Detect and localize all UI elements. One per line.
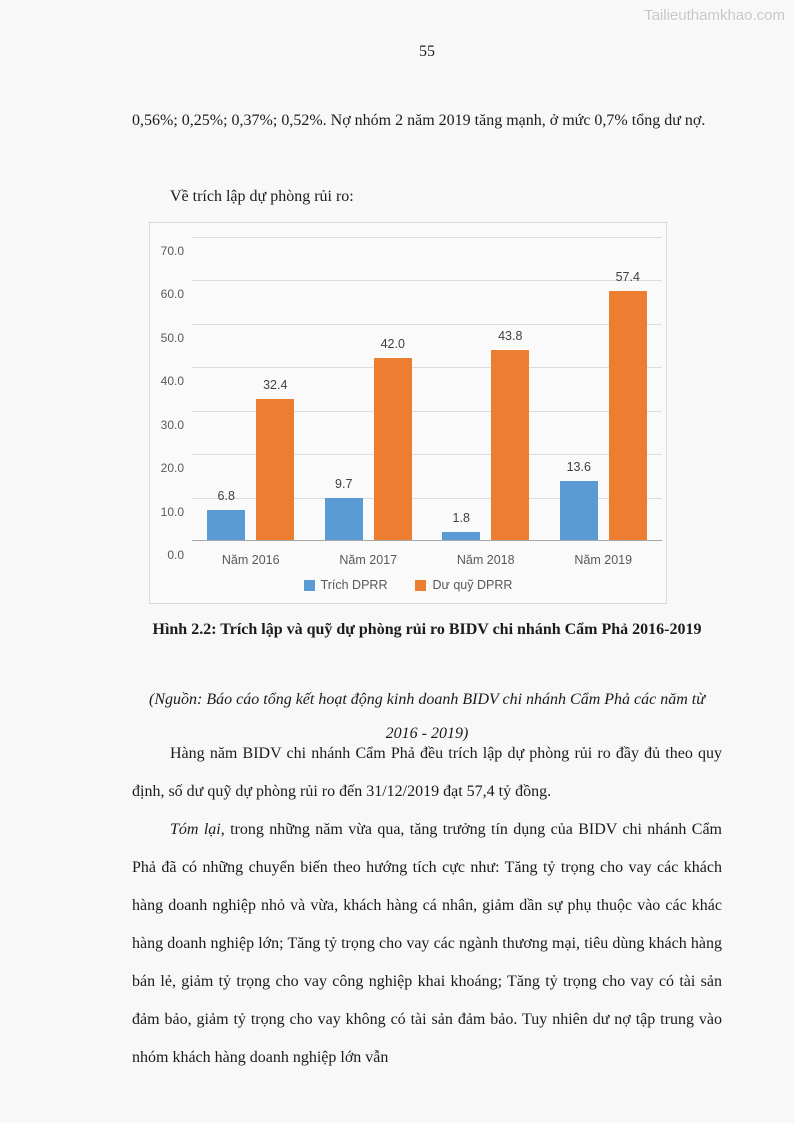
- bar: 1.8: [442, 511, 481, 540]
- legend-label: Dư quỹ DPRR: [432, 578, 513, 592]
- bar: 9.7: [324, 477, 363, 540]
- y-tick-label: 70.0: [160, 244, 184, 258]
- bar-group: 1.8 43.8: [427, 237, 545, 540]
- paragraph-provision-detail: Hàng năm BIDV chi nhánh Cẩm Phả đều tríc…: [132, 745, 722, 800]
- y-tick-label: 10.0: [160, 504, 184, 519]
- bar-group: 9.7 42.0: [310, 237, 428, 540]
- bar-value-label: 1.8: [452, 511, 470, 526]
- y-tick-label: 0.0: [167, 548, 184, 562]
- plot-area: 6.8 32.4 9.7 42.0 1.8 43.8 13.6 57.4: [192, 237, 662, 541]
- page-number: 55: [419, 43, 435, 60]
- paragraph-rest: , trong những năm vừa qua, tăng trưởng t…: [132, 821, 722, 1066]
- legend-item-du-quy-dprr: Dư quỹ DPRR: [415, 578, 512, 592]
- gridline: [192, 497, 662, 499]
- bar-value-label: 57.4: [615, 269, 640, 284]
- bar: 6.8: [207, 489, 246, 540]
- bar: 42.0: [373, 337, 412, 540]
- bar-value-label: 9.7: [335, 476, 353, 491]
- figure-source: (Nguồn: Báo cáo tổng kết hoạt động kinh …: [149, 691, 705, 742]
- y-tick-label: 30.0: [160, 417, 184, 432]
- paragraph-lead: Tóm lại: [170, 821, 221, 838]
- bar-value-label: 6.8: [217, 489, 235, 504]
- x-category-label: Năm 2018: [456, 553, 515, 567]
- chart-legend: Trích DPRR Dư quỹ DPRR: [150, 578, 666, 592]
- figure-caption: Hình 2.2: Trích lập và quỹ dự phòng rủi …: [152, 621, 702, 638]
- gridline: [192, 367, 662, 369]
- bar-value-label: 42.0: [380, 336, 405, 351]
- bar: 43.8: [491, 329, 530, 540]
- paragraph-summary: Tóm lại, trong những năm vừa qua, tăng t…: [132, 811, 722, 1077]
- paragraph-provision-intro: Về trích lập dự phòng rủi ro:: [170, 188, 354, 205]
- bar-value-label: 13.6: [566, 459, 591, 474]
- y-tick-label: 20.0: [160, 461, 184, 476]
- bar-group: 6.8 32.4: [192, 237, 310, 540]
- y-tick-label: 40.0: [160, 374, 184, 389]
- legend-item-trich-dprr: Trích DPRR: [303, 578, 388, 592]
- x-category-label: Năm 2019: [574, 553, 633, 567]
- legend-swatch-orange: [415, 579, 427, 591]
- legend-label: Trích DPRR: [320, 578, 388, 592]
- bar-chart: 0.0 10.0 20.0 30.0 40.0 50.0 60.0 70.0 6.8 32.4 9…: [149, 222, 667, 604]
- x-axis-labels: Năm 2016 Năm 2017 Năm 2018 Năm 2019: [192, 553, 662, 567]
- gridline: [192, 280, 662, 282]
- site-watermark: Tailieuthamkhao.com: [644, 7, 785, 24]
- gridline: [192, 237, 662, 238]
- x-category-label: Năm 2017: [339, 553, 398, 567]
- bar-group: 13.6 57.4: [545, 237, 663, 540]
- bar-value-label: 43.8: [498, 328, 523, 343]
- gridline: [192, 323, 662, 325]
- x-category-label: Năm 2016: [221, 553, 280, 567]
- gridline: [192, 454, 662, 456]
- bar-value-label: 32.4: [263, 378, 288, 393]
- y-axis: 0.0 10.0 20.0 30.0 40.0 50.0 60.0 70.0: [150, 237, 187, 562]
- paragraph-nogroup2: 0,56%; 0,25%; 0,37%; 0,52%. Nợ nhóm 2 nă…: [132, 112, 706, 129]
- bar: 32.4: [256, 378, 295, 540]
- bar-groups: 6.8 32.4 9.7 42.0 1.8 43.8 13.6 57.4: [192, 237, 662, 540]
- bar: 13.6: [559, 460, 598, 540]
- legend-swatch-blue: [303, 579, 315, 591]
- gridline: [192, 410, 662, 412]
- y-tick-label: 60.0: [160, 287, 184, 302]
- y-tick-label: 50.0: [160, 330, 184, 345]
- bar: 57.4: [608, 270, 647, 540]
